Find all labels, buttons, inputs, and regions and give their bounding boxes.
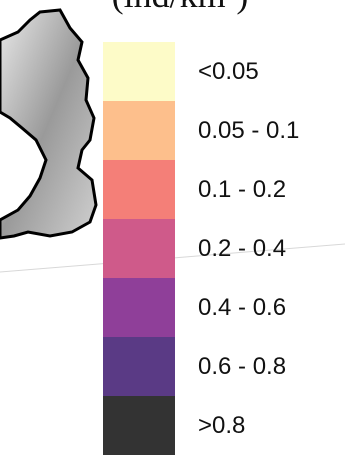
map-region <box>0 10 96 238</box>
legend-label: 0.2 - 0.4 <box>198 235 286 262</box>
legend-swatch <box>103 42 175 102</box>
legend-swatch <box>103 101 175 161</box>
legend-label: 0.05 - 0.1 <box>198 117 299 144</box>
legend-label: <0.05 <box>198 58 259 85</box>
legend-label: >0.8 <box>198 412 245 439</box>
legend: <0.05 0.05 - 0.1 0.1 - 0.2 0.2 - 0.4 0.4 - 0… <box>103 42 299 455</box>
legend-swatch <box>103 219 175 279</box>
legend-swatch <box>103 278 175 338</box>
map-legend: (ind/km²) <0.05 0.05 - 0.1 0.1 - 0.2 0.2 - … <box>0 0 347 455</box>
legend-swatch <box>103 160 175 220</box>
legend-swatch <box>103 337 175 397</box>
legend-label: 0.1 - 0.2 <box>198 176 286 203</box>
legend-swatch <box>103 396 175 455</box>
legend-title: (ind/km²) <box>112 0 249 15</box>
legend-label: 0.6 - 0.8 <box>198 353 286 380</box>
legend-label: 0.4 - 0.6 <box>198 294 286 321</box>
